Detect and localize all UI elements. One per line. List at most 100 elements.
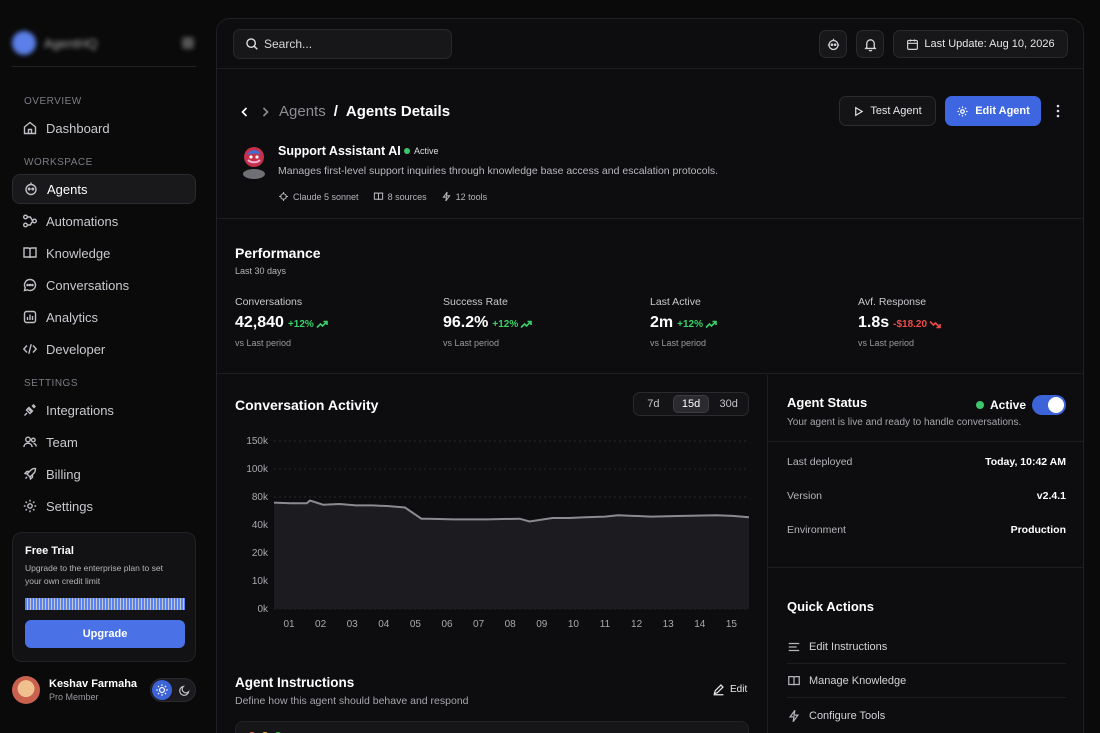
active-toggle[interactable]	[1032, 395, 1067, 415]
sidebar-item-analytics[interactable]: Analytics	[12, 302, 196, 332]
quick-action-configure-tools[interactable]: Configure Tools	[787, 699, 1066, 732]
breadcrumb-parent[interactable]: Agents	[279, 103, 326, 120]
theme-toggle[interactable]	[150, 678, 196, 702]
bell-icon	[863, 38, 877, 51]
trial-usage-bar	[25, 598, 185, 610]
search-input[interactable]	[264, 37, 444, 51]
brand-name: AgentHQ	[44, 35, 98, 51]
workspace-switcher[interactable]: AgentHQ	[12, 30, 194, 56]
kpi-delta: +12%	[288, 319, 328, 330]
agent-status-state: Active	[990, 398, 1027, 412]
breadcrumb: Agents / Agents Details	[239, 103, 450, 120]
kpi-subtext: vs Last period	[235, 338, 292, 348]
sidebar-item-settings[interactable]: Settings	[12, 491, 196, 521]
agent-button[interactable]	[819, 30, 847, 58]
workflow-icon	[23, 214, 37, 228]
x-tick-label: 06	[441, 619, 453, 630]
book-icon	[788, 676, 800, 686]
kpi-label: Conversations	[235, 296, 303, 308]
back-chevron-icon[interactable]	[239, 106, 251, 118]
kpi-value: 2m	[650, 314, 674, 331]
trend-up-icon	[520, 320, 533, 329]
quick-action-label: Edit Instructions	[809, 641, 888, 653]
notifications-button[interactable]	[856, 30, 884, 58]
activity-title: Conversation Activity	[235, 397, 379, 413]
status-dot	[404, 148, 410, 154]
test-agent-label: Test Agent	[870, 105, 922, 117]
bot-icon	[25, 182, 37, 196]
upgrade-button[interactable]: Upgrade	[25, 620, 185, 648]
x-tick-label: 10	[568, 619, 580, 630]
sidebar-item-billing[interactable]: Billing	[12, 459, 196, 489]
sidebar-item-agents[interactable]: Agents	[12, 174, 196, 204]
kpi-delta-text: +12%	[492, 319, 519, 330]
x-tick-label: 13	[663, 619, 675, 630]
kpi-value: 96.2%	[443, 314, 489, 331]
agent-name: Support Assistant AI	[278, 144, 401, 158]
kpi-delta-text: -$18.20	[893, 319, 928, 330]
sidebar-item-knowledge[interactable]: Knowledge	[12, 238, 196, 268]
agent-status-text: Active	[414, 146, 439, 156]
kpi-subtext: vs Last period	[650, 338, 707, 348]
more-options-button[interactable]	[1051, 100, 1065, 122]
moon-icon	[178, 684, 190, 696]
performance-subtitle: Last 30 days	[235, 266, 287, 276]
status-key: Version	[787, 490, 823, 502]
rocket-icon	[23, 467, 37, 481]
status-row-version: Version v2.4.1	[787, 490, 1066, 502]
agent-model-text: Claude 5 sonnet	[293, 191, 359, 202]
y-tick-label: 20k	[252, 548, 269, 559]
sidebar-divider	[12, 66, 196, 67]
trend-down-icon	[929, 320, 941, 329]
range-15d[interactable]: 15d	[672, 395, 710, 413]
last-update-button[interactable]: Last Update: Aug 10, 2026	[893, 30, 1068, 58]
x-tick-label: 12	[631, 619, 643, 630]
test-agent-button[interactable]: Test Agent	[839, 96, 936, 126]
range-30d[interactable]: 30d	[719, 398, 738, 410]
kpi-delta-text: +12%	[287, 319, 314, 330]
x-tick-label: 05	[410, 619, 422, 630]
section-settings: SETTINGS	[24, 378, 79, 389]
kpi-label: Success Rate	[443, 296, 508, 308]
activity-chart: 0k 10k 20k 40k 80k 100k 150k 01 02 03 04 05 06 07 08 09…	[246, 436, 750, 630]
forward-chevron-icon[interactable]	[259, 106, 271, 118]
instructions-editor[interactable]	[235, 721, 749, 733]
sidebar-item-label: Settings	[46, 498, 93, 514]
agent-meta: Claude 5 sonnet 8 sources 12 tools	[278, 191, 487, 202]
quick-action-manage-knowledge[interactable]: Manage Knowledge	[787, 665, 1066, 698]
trend-up-icon	[316, 320, 328, 329]
kpi-label: Last Active	[650, 296, 701, 308]
series-area	[274, 500, 749, 609]
sidebar: AgentHQ OVERVIEW Dashboard WORKSPACE Age…	[0, 0, 208, 733]
avatar	[12, 676, 40, 704]
sidebar-item-developer[interactable]: Developer	[12, 334, 196, 364]
list-icon	[788, 642, 800, 652]
book-icon	[23, 247, 37, 259]
sidebar-item-integrations[interactable]: Integrations	[12, 395, 196, 425]
dark-mode-button[interactable]	[174, 680, 194, 700]
status-value: Today, 10:42 AM	[985, 456, 1066, 468]
search-box[interactable]	[233, 29, 452, 59]
agent-tools-text: 12 tools	[455, 191, 488, 202]
light-mode-button[interactable]	[152, 680, 172, 700]
sidebar-item-conversations[interactable]: Conversations	[12, 270, 196, 300]
sidebar-item-dashboard[interactable]: Dashboard	[12, 113, 196, 143]
sidebar-item-label: Team	[46, 434, 78, 450]
edit-agent-button[interactable]: Edit Agent	[945, 96, 1041, 126]
quick-action-edit-instructions[interactable]: Edit Instructions	[787, 631, 1066, 664]
topbar: Last Update: Aug 10, 2026	[217, 19, 1083, 69]
user-profile[interactable]: Keshav Farmaha Pro Member	[12, 674, 196, 706]
kebab-icon	[1056, 104, 1060, 118]
edit-instructions-button[interactable]: Edit	[712, 683, 747, 696]
range-selector[interactable]: 7d 15d 30d	[633, 392, 749, 416]
sidebar-item-automations[interactable]: Automations	[12, 206, 196, 236]
kpi-delta: +12%	[677, 319, 717, 330]
divider	[768, 567, 1083, 568]
trial-text: Upgrade to the enterprise plan to set yo…	[25, 563, 163, 586]
sidebar-item-team[interactable]: Team	[12, 427, 196, 457]
section-overview: OVERVIEW	[24, 96, 82, 107]
kpi-subtext: vs Last period	[858, 338, 915, 348]
y-tick-label: 10k	[252, 576, 269, 587]
range-7d[interactable]: 7d	[647, 398, 660, 410]
x-tick-label: 02	[315, 619, 327, 630]
